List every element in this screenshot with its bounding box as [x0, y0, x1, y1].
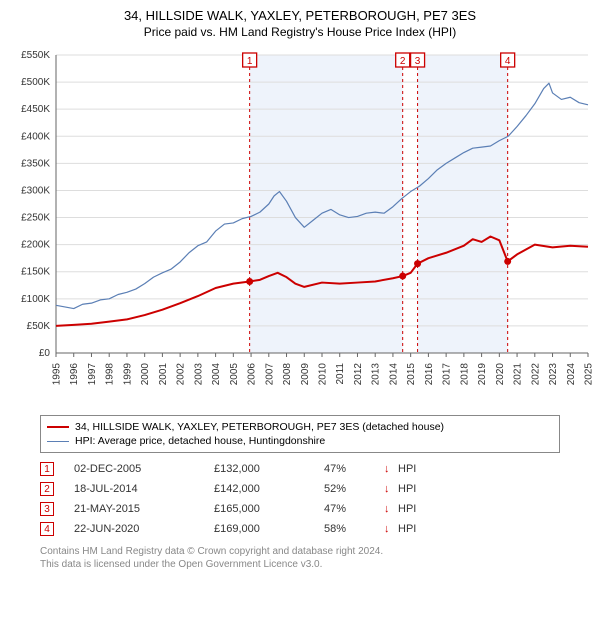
sale-marker: 2: [40, 482, 54, 496]
legend-swatch: [47, 441, 69, 442]
svg-text:2003: 2003: [193, 363, 204, 386]
legend-label: HPI: Average price, detached house, Hunt…: [75, 435, 325, 447]
svg-text:£0: £0: [39, 348, 51, 359]
down-arrow-icon: ↓: [384, 523, 398, 535]
chart-container: 34, HILLSIDE WALK, YAXLEY, PETERBOROUGH,…: [0, 0, 600, 571]
sale-date: 22-JUN-2020: [74, 523, 214, 535]
svg-text:2008: 2008: [282, 363, 293, 386]
sale-marker: 1: [40, 462, 54, 476]
svg-text:2013: 2013: [371, 363, 382, 386]
svg-text:2019: 2019: [477, 363, 488, 386]
sale-hpi-label: HPI: [398, 483, 416, 495]
sale-pct: 52%: [324, 483, 384, 495]
svg-text:2005: 2005: [229, 363, 240, 386]
footer-line2: This data is licensed under the Open Gov…: [40, 558, 560, 571]
svg-text:£350K: £350K: [21, 158, 50, 169]
svg-text:£150K: £150K: [21, 267, 50, 278]
svg-text:£450K: £450K: [21, 104, 50, 115]
svg-text:1999: 1999: [122, 363, 133, 386]
svg-text:2020: 2020: [495, 363, 506, 386]
svg-text:2012: 2012: [353, 363, 364, 386]
sale-pct: 47%: [324, 503, 384, 515]
legend: 34, HILLSIDE WALK, YAXLEY, PETERBOROUGH,…: [40, 415, 560, 453]
svg-text:2021: 2021: [513, 363, 524, 386]
sales-table: 102-DEC-2005£132,00047%↓HPI218-JUL-2014£…: [40, 459, 560, 539]
svg-text:£300K: £300K: [21, 185, 50, 196]
svg-text:2016: 2016: [424, 363, 435, 386]
svg-text:£500K: £500K: [21, 77, 50, 88]
sale-price: £142,000: [214, 483, 324, 495]
svg-text:2007: 2007: [264, 363, 275, 386]
chart-subtitle: Price paid vs. HM Land Registry's House …: [0, 23, 600, 45]
svg-text:1: 1: [247, 56, 253, 67]
footer-attribution: Contains HM Land Registry data © Crown c…: [40, 545, 560, 571]
svg-text:1996: 1996: [69, 363, 80, 386]
down-arrow-icon: ↓: [384, 503, 398, 515]
sale-date: 18-JUL-2014: [74, 483, 214, 495]
legend-row: 34, HILLSIDE WALK, YAXLEY, PETERBOROUGH,…: [47, 420, 553, 434]
svg-text:2017: 2017: [442, 363, 453, 386]
svg-text:£200K: £200K: [21, 240, 50, 251]
chart-title: 34, HILLSIDE WALK, YAXLEY, PETERBOROUGH,…: [0, 0, 600, 23]
svg-text:2002: 2002: [176, 363, 187, 386]
svg-text:2014: 2014: [388, 363, 399, 386]
sale-marker: 3: [40, 502, 54, 516]
legend-row: HPI: Average price, detached house, Hunt…: [47, 434, 553, 448]
svg-text:1995: 1995: [52, 363, 63, 386]
svg-text:£400K: £400K: [21, 131, 50, 142]
sale-row: 1 02-DEC-2005£132,00047%↓HPI: [40, 459, 560, 479]
svg-text:2018: 2018: [459, 363, 470, 386]
sale-date: 21-MAY-2015: [74, 503, 214, 515]
sale-price: £165,000: [214, 503, 324, 515]
svg-text:2011: 2011: [335, 363, 346, 385]
svg-text:£250K: £250K: [21, 213, 50, 224]
svg-text:4: 4: [505, 56, 511, 67]
footer-line1: Contains HM Land Registry data © Crown c…: [40, 545, 560, 558]
chart-svg: £0 £50K £100K £150K £200K £250K £300K £350K £400…: [0, 45, 600, 405]
sale-hpi-label: HPI: [398, 523, 416, 535]
sale-hpi-label: HPI: [398, 463, 416, 475]
legend-label: 34, HILLSIDE WALK, YAXLEY, PETERBOROUGH,…: [75, 421, 444, 433]
svg-text:2000: 2000: [140, 363, 151, 386]
svg-text:1998: 1998: [105, 363, 116, 386]
svg-text:1997: 1997: [87, 363, 98, 386]
sale-price: £169,000: [214, 523, 324, 535]
chart-plot: £0 £50K £100K £150K £200K £250K £300K £350K £400…: [0, 45, 600, 405]
down-arrow-icon: ↓: [384, 463, 398, 475]
svg-text:2015: 2015: [406, 363, 417, 386]
sale-row: 3 21-MAY-2015£165,00047%↓HPI: [40, 499, 560, 519]
sale-hpi-label: HPI: [398, 503, 416, 515]
svg-text:2023: 2023: [548, 363, 559, 386]
svg-text:£550K: £550K: [21, 50, 50, 61]
svg-text:2006: 2006: [247, 363, 258, 386]
svg-text:£100K: £100K: [21, 294, 50, 305]
sale-pct: 58%: [324, 523, 384, 535]
sale-marker: 4: [40, 522, 54, 536]
sale-row: 4 22-JUN-2020£169,00058%↓HPI: [40, 519, 560, 539]
svg-text:£50K: £50K: [27, 321, 51, 332]
sale-price: £132,000: [214, 463, 324, 475]
sale-date: 02-DEC-2005: [74, 463, 214, 475]
down-arrow-icon: ↓: [384, 483, 398, 495]
svg-text:2004: 2004: [211, 363, 222, 386]
legend-swatch: [47, 426, 69, 428]
svg-text:2001: 2001: [158, 363, 169, 386]
svg-text:3: 3: [415, 56, 421, 67]
svg-text:2022: 2022: [530, 363, 541, 386]
svg-text:2010: 2010: [318, 363, 329, 386]
svg-text:2024: 2024: [566, 363, 577, 386]
svg-text:2025: 2025: [584, 363, 595, 386]
sale-pct: 47%: [324, 463, 384, 475]
svg-text:2009: 2009: [300, 363, 311, 386]
sale-row: 2 18-JUL-2014£142,00052%↓HPI: [40, 479, 560, 499]
svg-text:2: 2: [400, 56, 406, 67]
